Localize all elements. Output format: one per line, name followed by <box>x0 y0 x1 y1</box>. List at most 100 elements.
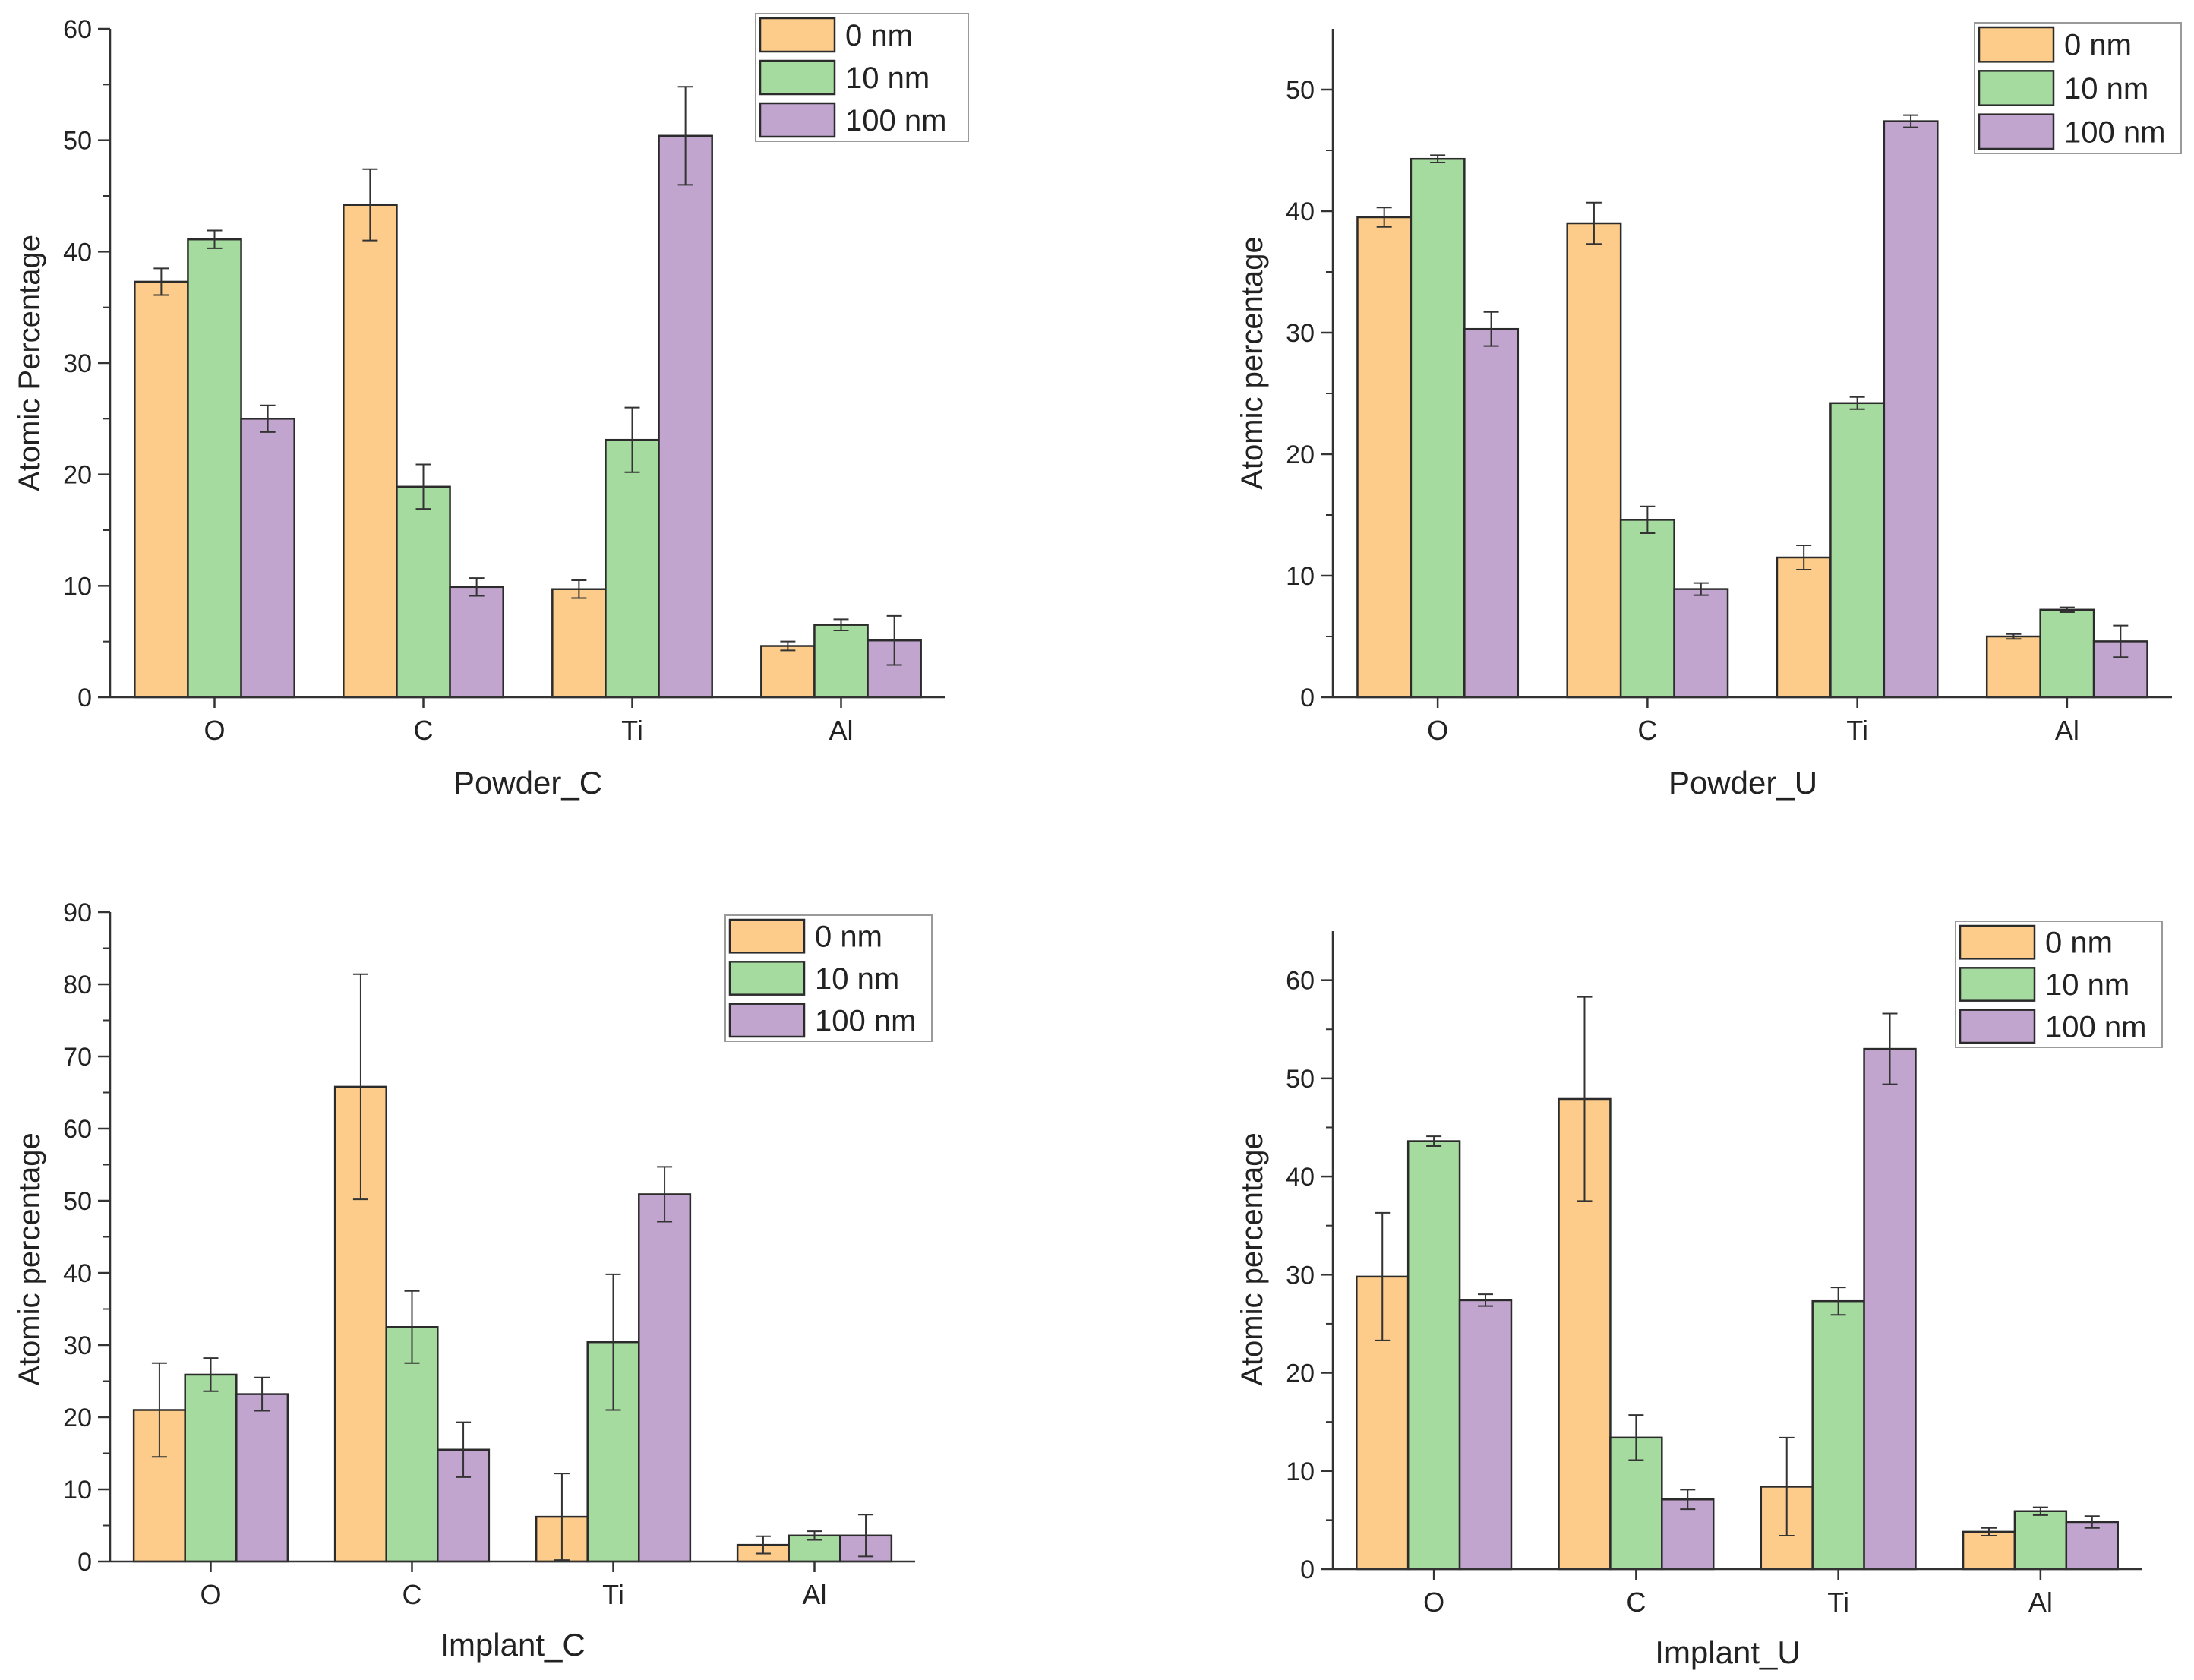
legend-label: 0 nm <box>815 921 882 954</box>
legend-swatch-10nm <box>728 961 806 996</box>
legend: 0 nm 10 nm 100 nm <box>1974 22 2182 154</box>
x-tick-label: C <box>1637 715 1657 746</box>
bar-0nm-O <box>1356 216 1413 699</box>
bar-10nm-C <box>396 485 451 699</box>
bar-100nm-O <box>1458 1299 1513 1571</box>
legend: 0 nm 10 nm 100 nm <box>755 13 969 142</box>
x-tick-label: Al <box>2028 1587 2053 1618</box>
legend-label: 0 nm <box>845 19 913 52</box>
y-tick-label: 0 <box>77 684 92 712</box>
panel-powder-u: Atomic percentage Powder_U O C Ti Al 0 10 20 30… <box>1236 22 2182 801</box>
x-tick-label: Al <box>829 715 853 746</box>
y-tick-label: 40 <box>1286 1163 1315 1192</box>
bars <box>132 1085 893 1563</box>
bar-0nm-Ti <box>551 588 607 699</box>
y-tick-label: 30 <box>1286 1261 1315 1290</box>
error-bars <box>1375 996 2100 1537</box>
bar-0nm-Al <box>760 645 816 699</box>
bar-10nm-C <box>1619 519 1675 699</box>
legend-swatch-100nm <box>1978 113 2055 150</box>
y-tick-label: 50 <box>1286 76 1315 105</box>
y-tick-label: 10 <box>1286 562 1315 591</box>
y-tick-label: 0 <box>1300 1555 1315 1584</box>
y-tick-label: 40 <box>1286 197 1315 226</box>
bar-100nm-O <box>240 418 295 699</box>
legend-swatch-100nm <box>759 102 836 138</box>
y-axis-label: Atomic percentage <box>1236 236 1269 490</box>
bar-10nm-O <box>184 1373 238 1563</box>
bar-10nm-O <box>1406 1140 1461 1571</box>
x-tick-label: O <box>200 1579 221 1610</box>
legend-swatch-0nm <box>1978 26 2055 63</box>
legend-swatch-10nm <box>1978 70 2055 106</box>
x-tick-label: Ti <box>621 715 643 746</box>
legend-label: 0 nm <box>2045 927 2113 960</box>
bars <box>134 134 922 699</box>
bar-100nm-O <box>1463 327 1520 699</box>
legend-swatch-0nm <box>759 17 836 53</box>
bar-10nm-Ti <box>605 438 660 699</box>
y-tick-label: 50 <box>63 1187 92 1216</box>
bar-100nm-O <box>235 1393 289 1563</box>
bar-10nm-Al <box>2013 1510 2068 1571</box>
legend-swatch-10nm <box>1959 967 2036 1002</box>
y-tick-label: 0 <box>1300 684 1315 712</box>
legend-label: 10 nm <box>2045 968 2129 1002</box>
y-tick-label: 30 <box>63 1331 92 1360</box>
legend-swatch-0nm <box>1959 924 2036 960</box>
y-tick-label: 10 <box>63 1476 92 1505</box>
x-axis-label: Powder_U <box>1668 765 1817 801</box>
legend-label: 100 nm <box>2064 115 2165 149</box>
error-bars <box>153 86 902 666</box>
legend-label: 10 nm <box>2064 72 2148 106</box>
y-tick-label: 30 <box>63 349 92 378</box>
legend: 0 nm 10 nm 100 nm <box>1955 921 2163 1048</box>
legend-label: 100 nm <box>815 1004 916 1037</box>
bars <box>1356 120 2148 699</box>
legend-label: 100 nm <box>2045 1010 2146 1044</box>
y-tick-label: 30 <box>1286 319 1315 348</box>
legend-label: 0 nm <box>2064 29 2132 62</box>
x-tick-label: C <box>1626 1587 1646 1618</box>
x-tick-label: Ti <box>1846 715 1868 746</box>
bar-100nm-C <box>449 586 504 699</box>
bar-0nm-C <box>343 204 398 699</box>
y-axis-label: Atomic percentage <box>1236 1132 1269 1386</box>
bar-100nm-Ti <box>1863 1047 1917 1571</box>
x-tick-label: Ti <box>602 1579 624 1610</box>
bar-10nm-Ti <box>1811 1299 1865 1571</box>
legend-swatch-100nm <box>728 1003 806 1038</box>
legend: 0 nm 10 nm 100 nm <box>724 914 933 1042</box>
y-tick-label: 60 <box>63 15 92 44</box>
y-tick-label: 90 <box>63 898 92 927</box>
bar-100nm-Ti <box>1883 120 1939 699</box>
legend-label: 10 nm <box>845 62 930 95</box>
x-tick-label: O <box>1427 715 1448 746</box>
bars <box>1356 1047 2119 1571</box>
error-bars <box>1376 114 2129 658</box>
x-tick-label: C <box>414 715 434 746</box>
x-axis-label: Powder_C <box>453 765 602 801</box>
x-tick-label: Al <box>802 1579 826 1610</box>
y-tick-label: 40 <box>63 1259 92 1288</box>
y-tick-label: 80 <box>63 971 92 999</box>
y-tick-label: 0 <box>77 1548 92 1577</box>
bar-100nm-Al <box>2065 1521 2119 1571</box>
y-tick-label: 20 <box>63 461 92 490</box>
legend-label: 10 nm <box>815 962 899 996</box>
y-tick-label: 10 <box>63 572 92 601</box>
x-axis-label: Implant_U <box>1655 1634 1800 1670</box>
bar-100nm-Ti <box>638 1193 692 1563</box>
y-tick-label: 20 <box>1286 441 1315 469</box>
x-tick-label: Ti <box>1827 1587 1849 1618</box>
y-tick-label: 20 <box>63 1404 92 1432</box>
bar-10nm-Ti <box>1829 402 1886 699</box>
bar-10nm-Al <box>813 624 869 699</box>
bar-0nm-C <box>1566 222 1622 699</box>
bar-10nm-O <box>1410 157 1466 699</box>
y-axis-label: Atomic Percentage <box>13 235 46 491</box>
bar-0nm-Al <box>1962 1530 2016 1571</box>
y-tick-label: 70 <box>63 1043 92 1072</box>
x-tick-label: Al <box>2055 715 2079 746</box>
bar-0nm-Al <box>1985 635 2041 699</box>
